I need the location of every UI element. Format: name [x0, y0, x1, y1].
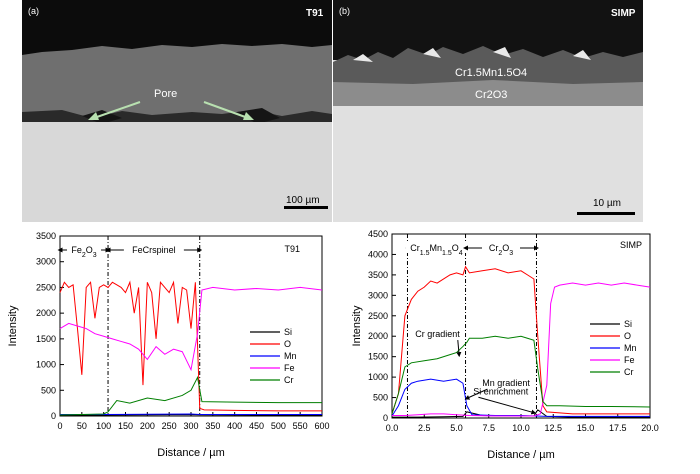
x-tick-label: 20.0 [641, 423, 659, 433]
layer-label-spinel: Cr1.5Mn1.5O4 [455, 67, 527, 79]
chart-sample-label: SIMP [620, 240, 642, 250]
legend-label-fe: Fe [624, 355, 635, 365]
y-tick-label: 1500 [36, 334, 56, 344]
x-tick-label: 300 [183, 421, 198, 431]
y-tick-label: 500 [373, 393, 388, 403]
legend-label-si: Si [284, 327, 292, 337]
x-tick-label: 550 [293, 421, 308, 431]
layer-label-chromia: Cr2O3 [475, 89, 507, 101]
x-tick-label: 600 [314, 421, 329, 431]
x-tick-label: 450 [249, 421, 264, 431]
x-axis-label: Distance / µm [487, 449, 554, 461]
region-label-bg [123, 243, 184, 255]
x-tick-label: 350 [205, 421, 220, 431]
region-label-bg [482, 241, 521, 253]
x-tick-label: 7.5 [482, 423, 495, 433]
y-tick-label: 3500 [368, 270, 388, 280]
chart-annotation: Si enrichment [473, 386, 529, 396]
legend-label-o: O [624, 331, 631, 341]
y-tick-label: 3500 [36, 231, 56, 241]
line-profile-chart-simp: 0 500 1000 1500 2000 2500 3000 3500 4000 4500 0.0 2… [351, 229, 659, 461]
x-tick-label: 2.5 [418, 423, 431, 433]
y-tick-label: 2500 [368, 311, 388, 321]
region-label-bg [405, 241, 468, 253]
x-tick-label: 5.0 [450, 423, 463, 433]
legend-label-mn: Mn [624, 343, 637, 353]
chart-sample-label: T91 [284, 244, 300, 254]
y-tick-label: 1000 [368, 372, 388, 382]
y-tick-label: 2500 [36, 282, 56, 292]
legend-label-si: Si [624, 319, 632, 329]
panel-b-label: (b) [339, 6, 350, 16]
region-label: Cr2O3 [489, 243, 513, 257]
x-tick-label: 200 [140, 421, 155, 431]
x-tick-label: 500 [271, 421, 286, 431]
y-axis-label: Intensity [7, 305, 19, 346]
x-tick-label: 250 [162, 421, 177, 431]
chart-annotation: Cr gradient [415, 329, 460, 339]
y-tick-label: 3000 [368, 290, 388, 300]
series-line-mn [60, 413, 322, 415]
legend-label-o: O [284, 339, 291, 349]
sample-label-simp: SIMP [611, 8, 636, 19]
x-tick-label: 15.0 [577, 423, 595, 433]
y-tick-label: 4000 [368, 249, 388, 259]
region-label: Cr1.5Mn1.5O4 [410, 243, 463, 257]
x-tick-label: 12.5 [544, 423, 562, 433]
legend-label-cr: Cr [624, 367, 634, 377]
scale-bar-label-b: 10 µm [593, 198, 621, 209]
series-line-fe [392, 282, 651, 417]
pore-annotation: Pore [154, 88, 177, 100]
series-line-cr [391, 335, 651, 415]
series-line-o [391, 265, 650, 415]
y-tick-label: 500 [41, 385, 56, 395]
series-line-cr [59, 375, 322, 416]
x-tick-label: 50 [77, 421, 87, 431]
y-tick-label: 2000 [368, 331, 388, 341]
legend-label-cr: Cr [284, 375, 294, 385]
series-line-o [59, 280, 322, 412]
x-axis-label: Distance / µm [157, 447, 224, 459]
y-tick-label: 0 [383, 413, 388, 423]
y-tick-label: 1500 [368, 352, 388, 362]
y-tick-label: 0 [51, 411, 56, 421]
series-line-mn [391, 378, 650, 417]
annotation-arrow [464, 388, 488, 400]
panel-a-label: (a) [28, 6, 39, 16]
legend-label-mn: Mn [284, 351, 297, 361]
chart-annotation: Mn gradient [482, 378, 530, 388]
series-line-fe [59, 286, 323, 372]
x-tick-label: 150 [118, 421, 133, 431]
annotation-arrow [456, 339, 462, 358]
region-label-bg [67, 243, 102, 255]
y-tick-label: 4500 [368, 229, 388, 239]
y-tick-label: 2000 [36, 308, 56, 318]
micrograph-simp: (b) SIMP Cr1.5Mn1.5O4 Cr2O3 10 µm [333, 0, 643, 222]
annotation-arrow [478, 396, 537, 415]
sample-label-t91: T91 [306, 8, 324, 19]
x-tick-label: 0 [57, 421, 62, 431]
x-tick-label: 0.0 [386, 423, 399, 433]
y-tick-label: 3000 [36, 257, 56, 267]
micrograph-t91: (a) T91 Pore 100 µm [22, 0, 332, 222]
x-tick-label: 400 [227, 421, 242, 431]
x-tick-label: 10.0 [512, 423, 530, 433]
series-line-si [60, 413, 322, 416]
region-label: FeCrspinel [132, 245, 176, 255]
line-profile-chart-t91: 0 500 1000 1500 2000 2500 3000 3500 0 50 100 150 200… [7, 231, 330, 459]
x-tick-label: 17.5 [609, 423, 627, 433]
y-axis-label: Intensity [351, 305, 363, 346]
x-tick-label: 100 [96, 421, 111, 431]
legend-label-fe: Fe [284, 363, 295, 373]
y-tick-label: 1000 [36, 360, 56, 370]
scale-bar-label-a: 100 µm [286, 195, 320, 206]
region-label: Fe2O3 [71, 245, 96, 259]
